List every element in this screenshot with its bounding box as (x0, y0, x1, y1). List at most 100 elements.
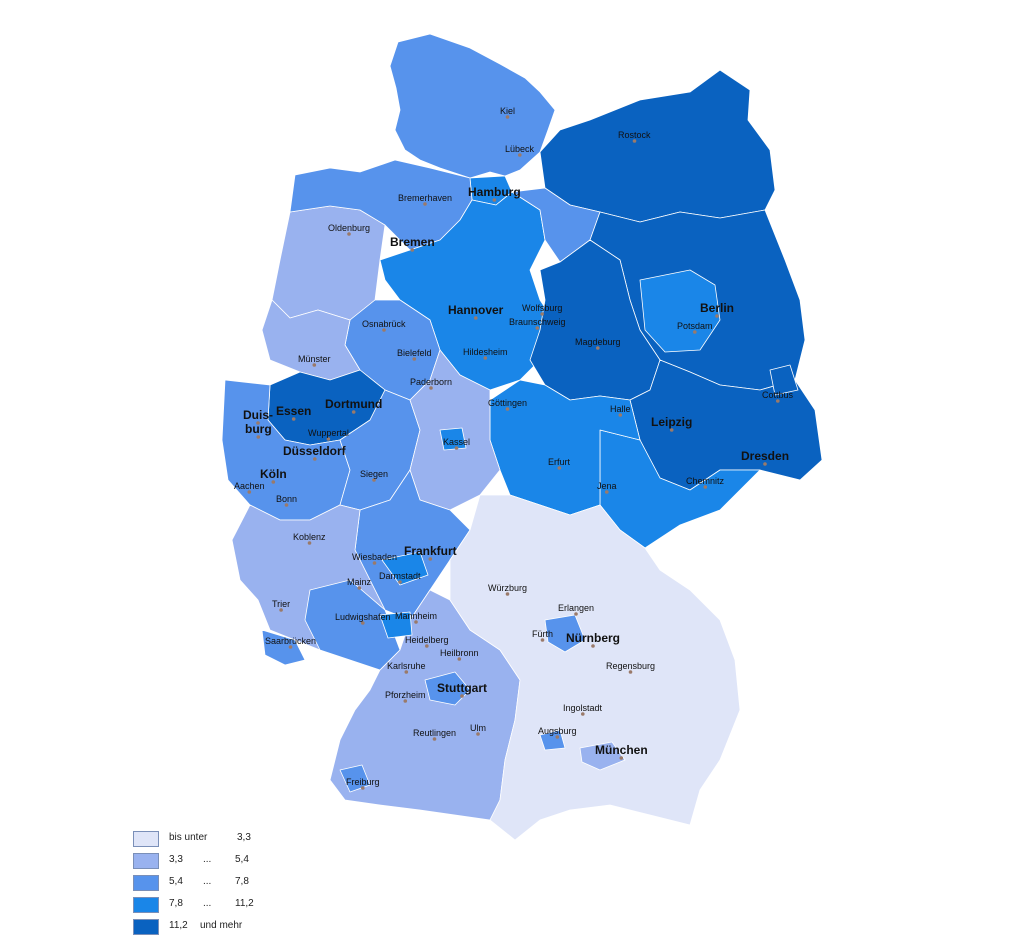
city-marker (540, 312, 544, 316)
city-marker (284, 503, 289, 507)
city-marker (429, 386, 433, 390)
region-mannheim (379, 611, 413, 639)
region-augsburg (539, 729, 566, 751)
city-marker (505, 592, 510, 596)
label-mannheim: Mannheim (395, 611, 437, 621)
city-marker (347, 232, 351, 236)
city-marker (669, 428, 674, 432)
city-marker (412, 357, 417, 361)
city-marker (410, 248, 415, 252)
label-freiburg: Freiburg (346, 777, 380, 787)
city-marker (247, 490, 252, 494)
legend-row: 7,8 ... 11,2 (133, 897, 273, 919)
label-erfurt: Erfurt (548, 457, 571, 467)
region-muenchen (579, 741, 626, 771)
label-luebeck: Lübeck (505, 144, 535, 154)
city-marker (605, 490, 609, 494)
label-darmstadt: Darmstadt (379, 571, 421, 581)
label-muenster: Münster (298, 354, 331, 364)
label-wuppertal: Wuppertal (308, 428, 349, 438)
label-cottbus: Cottbus (762, 390, 794, 400)
legend-row: 5,4 ... 7,8 (133, 875, 273, 897)
label-hannover: Hannover (448, 303, 504, 317)
city-marker (457, 657, 462, 661)
city-marker (279, 608, 283, 612)
city-marker (372, 478, 376, 482)
city-marker (632, 139, 637, 143)
label-pforzheim: Pforzheim (385, 690, 426, 700)
legend-separator: und mehr (200, 920, 243, 931)
legend-swatch (133, 875, 159, 891)
region-mecklenburg-vorpommern (539, 69, 776, 223)
city-marker (474, 316, 478, 320)
label-wolfsburg: Wolfsburg (522, 303, 562, 313)
city-marker (403, 699, 408, 703)
label-siegen: Siegen (360, 469, 388, 479)
legend-value: 5,4 (235, 854, 249, 865)
label-potsdam: Potsdam (677, 321, 713, 331)
label-reutlingen: Reutlingen (413, 728, 456, 738)
label-heilbronn: Heilbronn (440, 648, 479, 658)
legend-label: 7,8 (169, 898, 183, 909)
city-marker (357, 586, 362, 590)
region-freiburg (339, 764, 371, 793)
city-marker (291, 417, 296, 421)
label-halle: Halle (610, 404, 631, 414)
city-marker (505, 407, 510, 411)
city-marker (574, 612, 578, 616)
label-duisburg-1: Duis- (243, 408, 273, 422)
city-marker (555, 735, 560, 739)
label-bremen: Bremen (390, 235, 435, 249)
label-saarbruecken: Saarbrücken (265, 636, 316, 646)
region-thueringen (489, 379, 641, 516)
label-osnabrueck: Osnabrück (362, 319, 406, 329)
city-marker (540, 638, 545, 642)
legend-separator: ... (203, 876, 212, 887)
label-fuerth: Fürth (532, 629, 553, 639)
label-muenchen: München (595, 743, 648, 757)
city-marker (460, 694, 464, 698)
region-saarland (261, 629, 306, 666)
city-marker (776, 399, 780, 403)
label-braunschweig: Braunschweig (509, 317, 566, 327)
city-marker (492, 198, 497, 202)
legend-separator: ... (203, 854, 212, 865)
label-stuttgart: Stuttgart (437, 681, 487, 695)
city-marker (535, 326, 540, 330)
city-marker (693, 330, 697, 334)
region-kassel (439, 427, 467, 451)
city-marker (404, 670, 409, 674)
label-bonn: Bonn (276, 494, 297, 504)
city-marker (307, 541, 312, 545)
legend-value: 7,8 (235, 876, 249, 887)
legend-row: 3,3 ... 5,4 (133, 853, 273, 875)
city-marker (256, 421, 260, 425)
city-marker (256, 435, 261, 439)
label-augsburg: Augsburg (538, 726, 577, 736)
label-koeln: Köln (260, 467, 287, 481)
label-jena: Jena (597, 481, 617, 491)
legend-swatch (133, 831, 159, 847)
city-marker (763, 462, 767, 466)
legend-swatch (133, 919, 159, 935)
label-ludwigshafen: Ludwigshafen (335, 612, 391, 622)
label-nuernberg: Nürnberg (566, 631, 620, 645)
legend-label: bis unter (169, 832, 208, 843)
label-kassel: Kassel (443, 437, 470, 447)
legend-swatch (133, 853, 159, 869)
label-duisburg-2: burg (245, 422, 272, 436)
city-marker (432, 737, 437, 741)
legend-row: bis unter 3,3 (133, 831, 273, 853)
label-koblenz: Koblenz (293, 532, 326, 542)
region-frankfurt (381, 551, 429, 586)
city-marker (425, 644, 429, 648)
city-marker (703, 485, 708, 489)
label-chemnitz: Chemnitz (686, 476, 725, 486)
city-marker (628, 670, 633, 674)
legend-value: 3,3 (237, 832, 251, 843)
city-marker (476, 732, 480, 736)
city-marker (581, 712, 585, 716)
label-karlsruhe: Karlsruhe (387, 661, 426, 671)
city-marker (382, 328, 386, 332)
